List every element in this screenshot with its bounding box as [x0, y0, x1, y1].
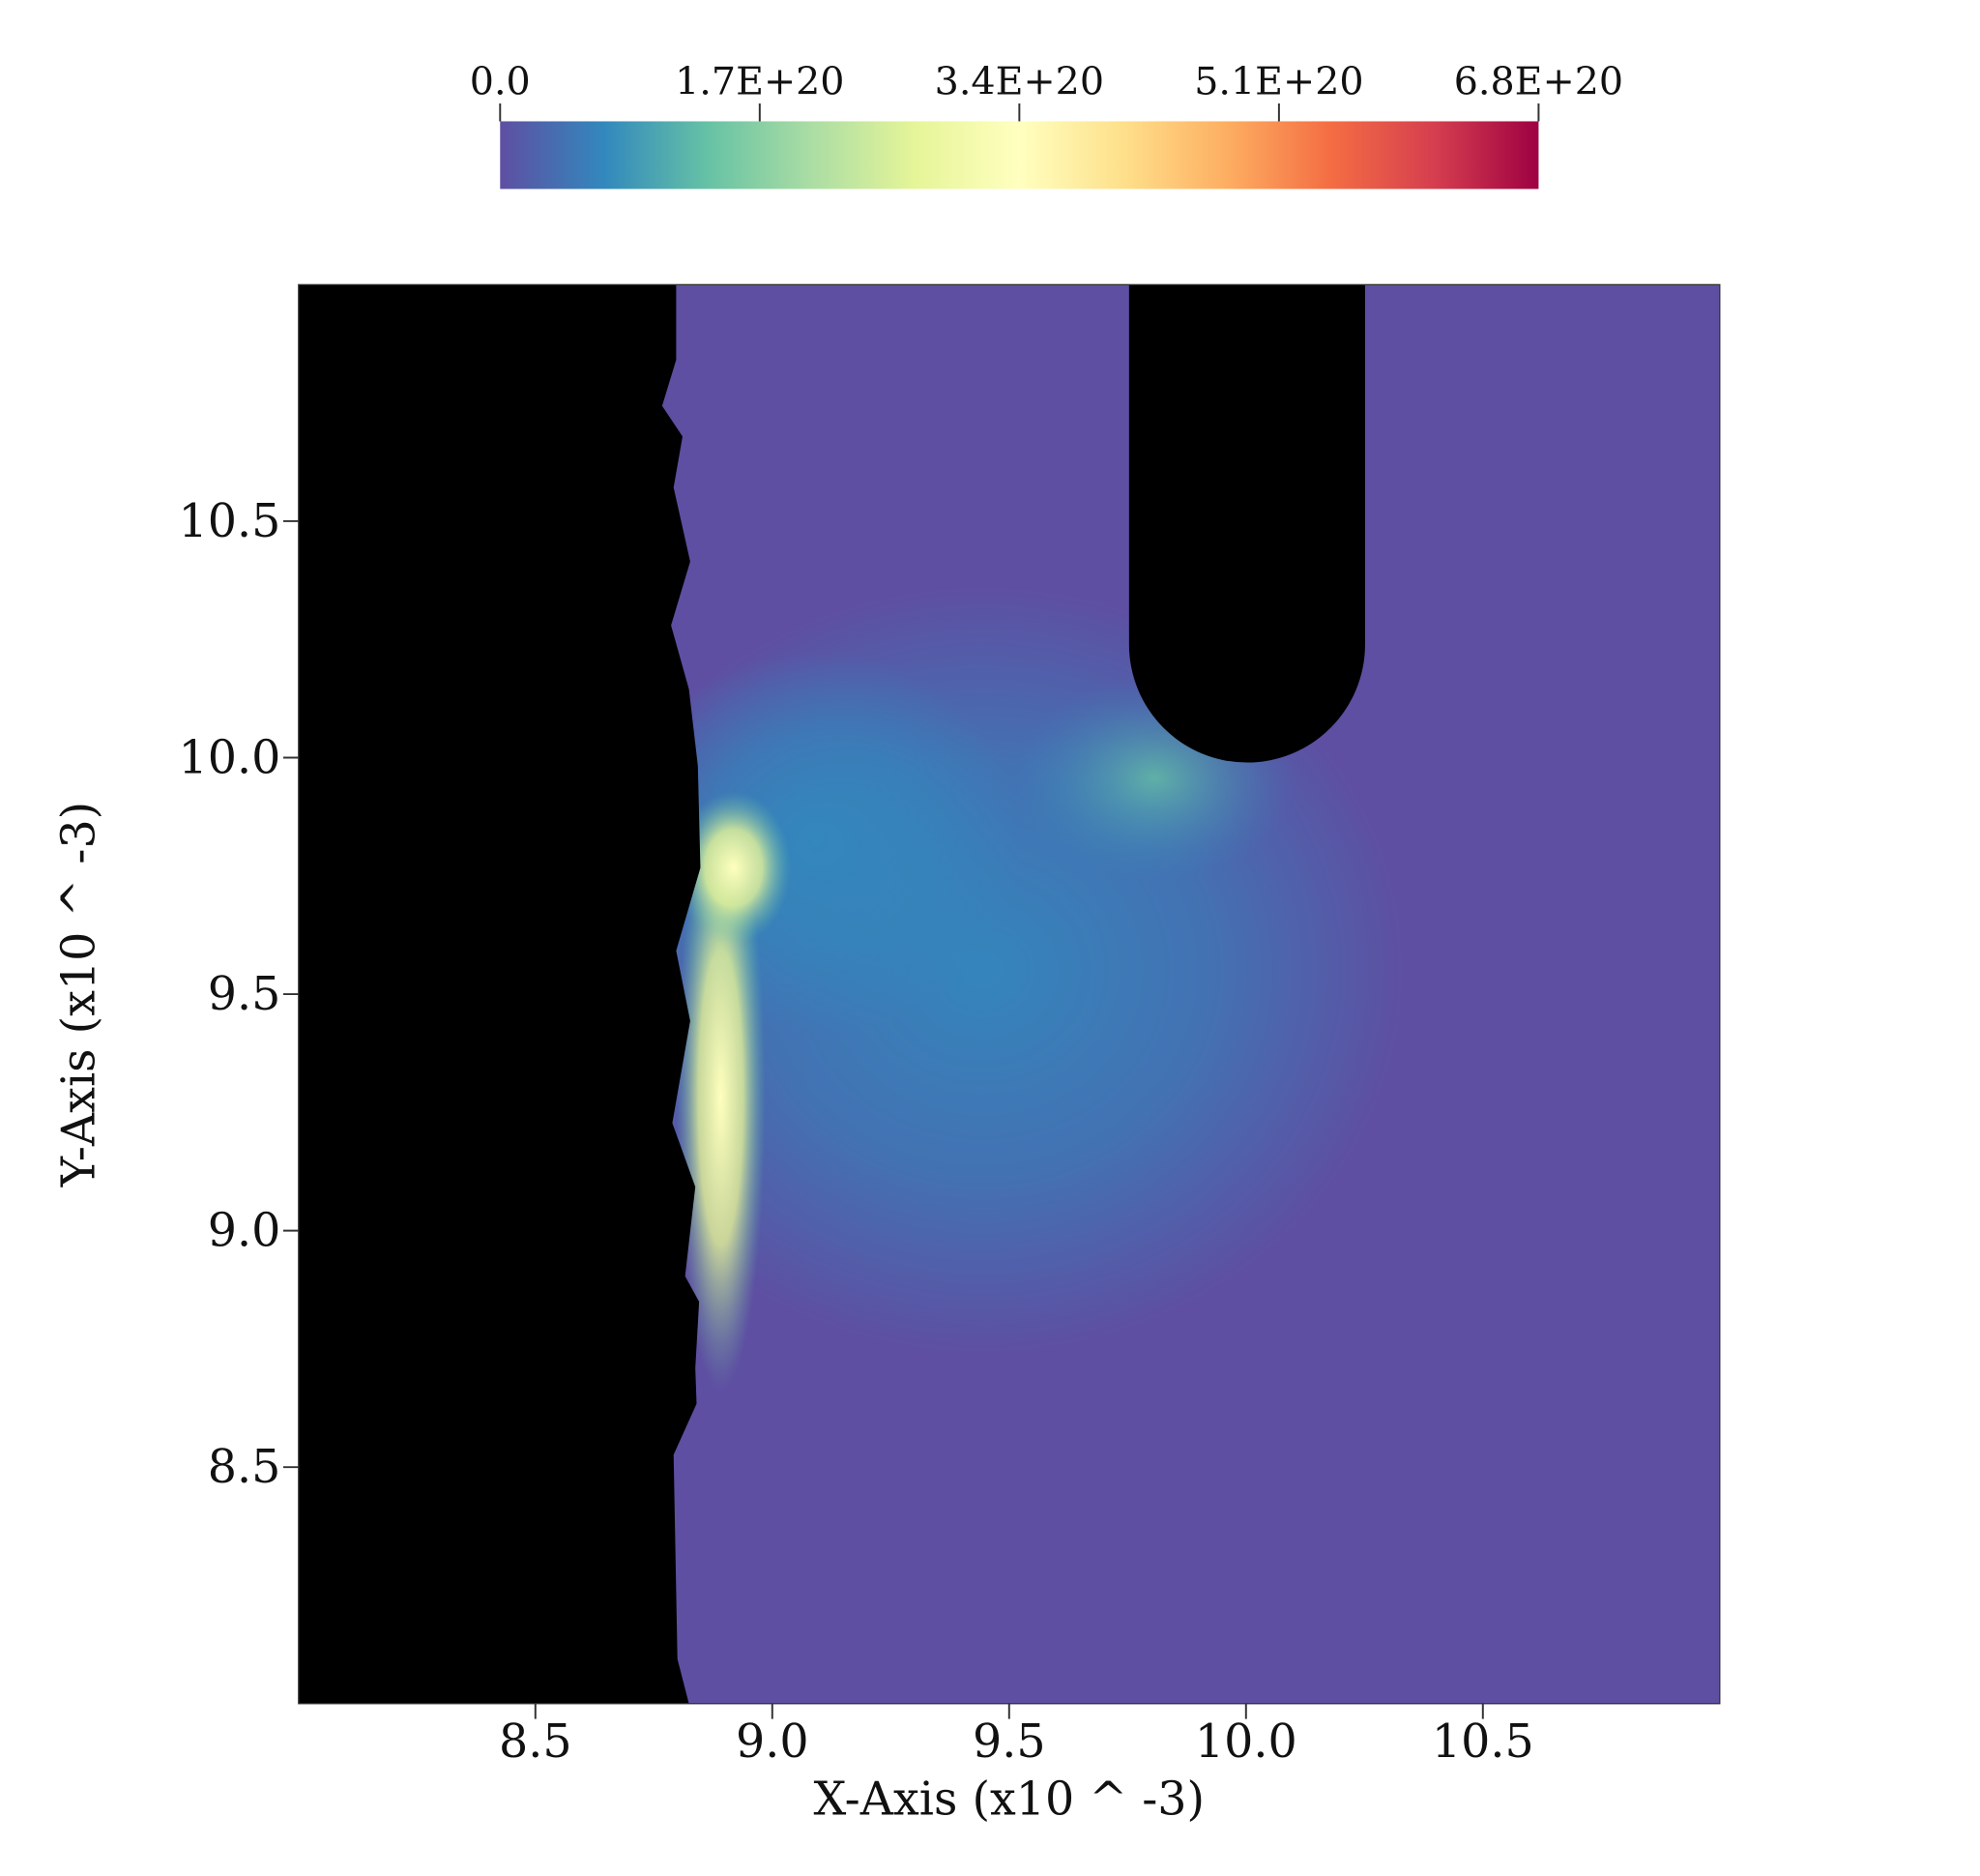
colorbar-tick-label: 1.7E+20 — [675, 60, 844, 104]
field — [298, 284, 1720, 1704]
colorbar-tick-label: 0.0 — [470, 60, 531, 104]
y-tick-label: 8.5 — [208, 1441, 281, 1494]
colorbar-tick-label: 3.4E+20 — [935, 60, 1104, 104]
field-streak — [676, 804, 766, 1392]
field-streak — [676, 791, 792, 945]
y-axis-label: Y-Axis (x10 ^ -3) — [53, 802, 106, 1188]
colorbar — [500, 121, 1539, 190]
y-tick-label: 10.0 — [179, 731, 281, 784]
x-tick-label: 9.0 — [736, 1715, 809, 1769]
x-tick-label: 10.5 — [1432, 1715, 1534, 1769]
solid-region — [298, 284, 701, 1704]
cylinder — [1128, 284, 1365, 763]
y-tick-label: 10.5 — [179, 495, 281, 548]
colorbar-tick-label: 5.1E+20 — [1194, 60, 1363, 104]
x-tick-label: 9.5 — [973, 1715, 1046, 1769]
y-tick-label: 9.5 — [208, 968, 281, 1021]
x-axis-label: X-Axis (x10 ^ -3) — [814, 1773, 1206, 1827]
x-tick-label: 10.0 — [1195, 1715, 1297, 1769]
x-tick-label: 8.5 — [499, 1715, 572, 1769]
colorbar-tick-label: 6.8E+20 — [1454, 60, 1623, 104]
y-tick-label: 9.0 — [208, 1204, 281, 1257]
